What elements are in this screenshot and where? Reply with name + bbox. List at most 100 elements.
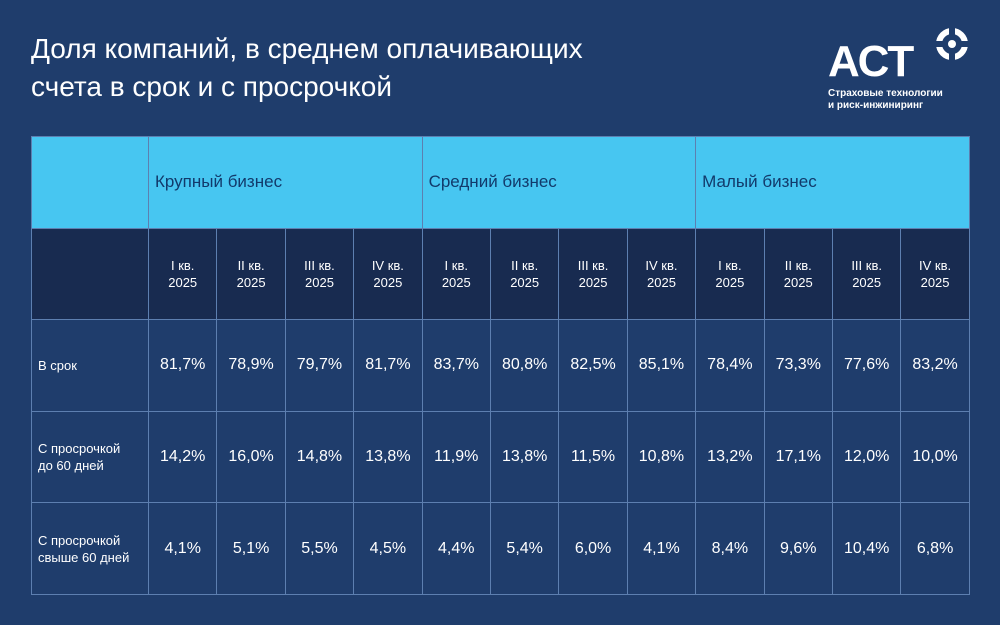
group-header-cell: Малый бизнес — [695, 136, 970, 229]
group-header-cell: Средний бизнес — [421, 136, 697, 229]
table-row: С просрочкой до 60 дней 14,2% 16,0% 14,8% 13,… — [31, 410, 970, 504]
quarter-label-line: II кв. — [237, 257, 265, 273]
row-label-cell: С просрочкой свыше 60 дней — [31, 502, 149, 595]
quarter-label-line: II кв. — [784, 257, 812, 273]
table-row: С просрочкой свыше 60 дней 4,1% 5,1% 5,5% 4,5… — [31, 502, 970, 595]
value-cell: 83,2% — [900, 319, 970, 412]
value-cell: 73,3% — [763, 319, 833, 412]
value-cell: 11,9% — [421, 410, 491, 504]
quarter-label-line: 2025 — [578, 274, 608, 290]
table-body: Крупный бизнес Средний бизнес Малый бизнес… — [31, 136, 970, 595]
value-cell: 81,7% — [147, 319, 218, 412]
circle-plus-icon — [934, 26, 970, 62]
table-row: В срок 81,7% 78,9% 79,7% 81,7% 83,7% 80,8% 82,5… — [31, 319, 970, 412]
value-cell: 82,5% — [558, 319, 628, 412]
quarter-label-line: III кв. — [304, 257, 335, 273]
quarter-label-line: 2025 — [510, 274, 540, 290]
value-cell: 78,4% — [695, 319, 765, 412]
value-cell: 5,1% — [216, 502, 286, 595]
logo-subtitle-line-1: Страховые технологии — [828, 88, 943, 99]
quarter-label-line: I кв. — [718, 257, 742, 273]
quarter-label-line: 2025 — [715, 274, 745, 290]
quarter-corner-cell — [31, 227, 149, 321]
quarter-header-cell: II кв. 2025 — [216, 227, 286, 321]
quarter-header-cell: III кв. 2025 — [831, 227, 902, 321]
group-header-row: Крупный бизнес Средний бизнес Малый бизнес — [31, 136, 970, 229]
quarter-header-cell: III кв. 2025 — [284, 227, 355, 321]
value-cell: 5,4% — [489, 502, 560, 595]
group-header-cell: Крупный бизнес — [148, 136, 423, 229]
quarter-label-line: 2025 — [373, 274, 403, 290]
row-label-cell: С просрочкой до 60 дней — [31, 410, 149, 504]
quarter-label-line: 2025 — [441, 274, 471, 290]
value-cell: 5,5% — [284, 502, 355, 595]
value-cell: 9,6% — [763, 502, 833, 595]
row-label-line: свыше 60 дней — [38, 549, 130, 565]
value-cell: 16,0% — [216, 410, 286, 504]
value-cell: 77,6% — [831, 319, 902, 412]
quarter-label-line: 2025 — [236, 274, 266, 290]
value-cell: 14,8% — [284, 410, 355, 504]
quarter-label-line: 2025 — [852, 274, 882, 290]
value-cell: 13,8% — [489, 410, 560, 504]
payment-share-table: Крупный бизнес Средний бизнес Малый бизнес… — [31, 136, 970, 595]
logo-subtitle: Страховые технологии и риск-инжиниринг — [828, 88, 988, 112]
row-label-line: В срок — [38, 357, 77, 373]
value-cell: 13,8% — [353, 410, 423, 504]
quarter-label-line: I кв. — [170, 257, 195, 273]
title-line-1: Доля компаний, в среднем оплачивающих — [31, 33, 583, 64]
value-cell: 10,4% — [831, 502, 902, 595]
quarter-label-line: 2025 — [783, 274, 813, 290]
value-cell: 14,2% — [147, 410, 218, 504]
value-cell: 79,7% — [284, 319, 355, 412]
quarter-label-line: IV кв. — [919, 257, 952, 273]
value-cell: 80,8% — [489, 319, 560, 412]
value-cell: 17,1% — [763, 410, 833, 504]
value-cell: 8,4% — [695, 502, 765, 595]
quarter-label-line: 2025 — [305, 274, 334, 290]
logo-subtitle-line-2: и риск-инжиниринг — [828, 100, 924, 111]
title-line-2: счета в срок и с просрочкой — [31, 71, 393, 102]
value-cell: 85,1% — [626, 319, 697, 412]
quarter-label-line: IV кв. — [371, 257, 404, 273]
value-cell: 13,2% — [695, 410, 765, 504]
value-cell: 6,0% — [558, 502, 628, 595]
row-label-line: С просрочкой — [38, 532, 121, 548]
quarter-header-cell: II кв. 2025 — [763, 227, 833, 321]
row-label-line: С просрочкой — [38, 441, 121, 457]
header-corner-cell — [31, 136, 149, 229]
quarter-header-cell: I кв. 2025 — [695, 227, 765, 321]
quarter-header-cell: IV кв. 2025 — [900, 227, 970, 321]
quarter-header-cell: IV кв. 2025 — [353, 227, 423, 321]
logo-wordmark: АСТ — [828, 37, 914, 86]
company-logo: АСТ Страховые технологии и риск-инжинири… — [828, 24, 978, 114]
value-cell: 4,1% — [626, 502, 697, 595]
quarter-label-line: II кв. — [511, 257, 539, 273]
quarter-header-cell: IV кв. 2025 — [626, 227, 697, 321]
row-label-line: до 60 дней — [38, 458, 104, 474]
quarter-label-line: III кв. — [577, 257, 609, 273]
quarter-label-line: 2025 — [920, 274, 950, 290]
quarter-header-cell: I кв. 2025 — [147, 227, 218, 321]
quarter-header-cell: I кв. 2025 — [421, 227, 491, 321]
value-cell: 6,8% — [900, 502, 970, 595]
row-label-cell: В срок — [31, 319, 149, 412]
page-title: Доля компаний, в среднем оплачивающих сч… — [31, 30, 751, 106]
value-cell: 12,0% — [831, 410, 902, 504]
value-cell: 10,0% — [900, 410, 970, 504]
quarter-label-line: 2025 — [168, 274, 198, 290]
quarter-label-line: IV кв. — [645, 257, 678, 273]
value-cell: 10,8% — [626, 410, 697, 504]
quarter-header-cell: III кв. 2025 — [558, 227, 628, 321]
quarter-header-cell: II кв. 2025 — [489, 227, 560, 321]
value-cell: 4,4% — [421, 502, 491, 595]
quarter-label-line: I кв. — [444, 257, 468, 273]
quarter-label-line: III кв. — [851, 257, 882, 273]
value-cell: 11,5% — [558, 410, 628, 504]
value-cell: 4,5% — [353, 502, 423, 595]
value-cell: 78,9% — [216, 319, 286, 412]
value-cell: 81,7% — [353, 319, 423, 412]
value-cell: 83,7% — [421, 319, 491, 412]
value-cell: 4,1% — [147, 502, 218, 595]
quarter-label-line: 2025 — [647, 274, 676, 290]
